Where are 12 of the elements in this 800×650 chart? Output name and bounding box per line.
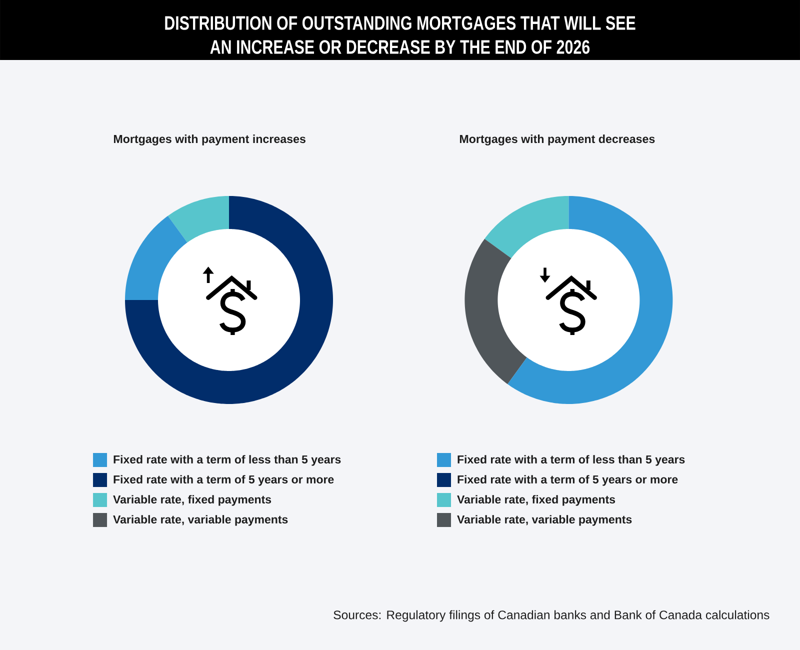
chart-title: Mortgages with payment increases bbox=[114, 134, 306, 146]
legend-label: Variable rate, fixed payments bbox=[113, 495, 272, 506]
text: DISTRIBUTION OF OUTSTANDING MORTGAGES THAT WILL SEE AN INCREASE OR DECREASE BY THE END OF 2026 bbox=[165, 16, 636, 54]
legend-label: Variable rate, variable payments bbox=[113, 515, 288, 526]
legend-label: Variable rate, fixed payments bbox=[457, 495, 616, 506]
legend-label: Fixed rate with a term of less than 5 years bbox=[114, 455, 341, 466]
legend-label: Fixed rate with a term of less than 5 years bbox=[458, 455, 685, 466]
source-note: Sources: Regulatory filings of Canadian banks and Bank of Canada calculations bbox=[334, 610, 770, 622]
chart-title: Mortgages with payment decreases bbox=[460, 134, 655, 146]
legend-label: Fixed rate with a term of 5 years or more bbox=[458, 475, 678, 486]
legend-label: Fixed rate with a term of 5 years or more bbox=[114, 475, 334, 486]
legend-label: Variable rate, variable payments bbox=[457, 515, 632, 526]
